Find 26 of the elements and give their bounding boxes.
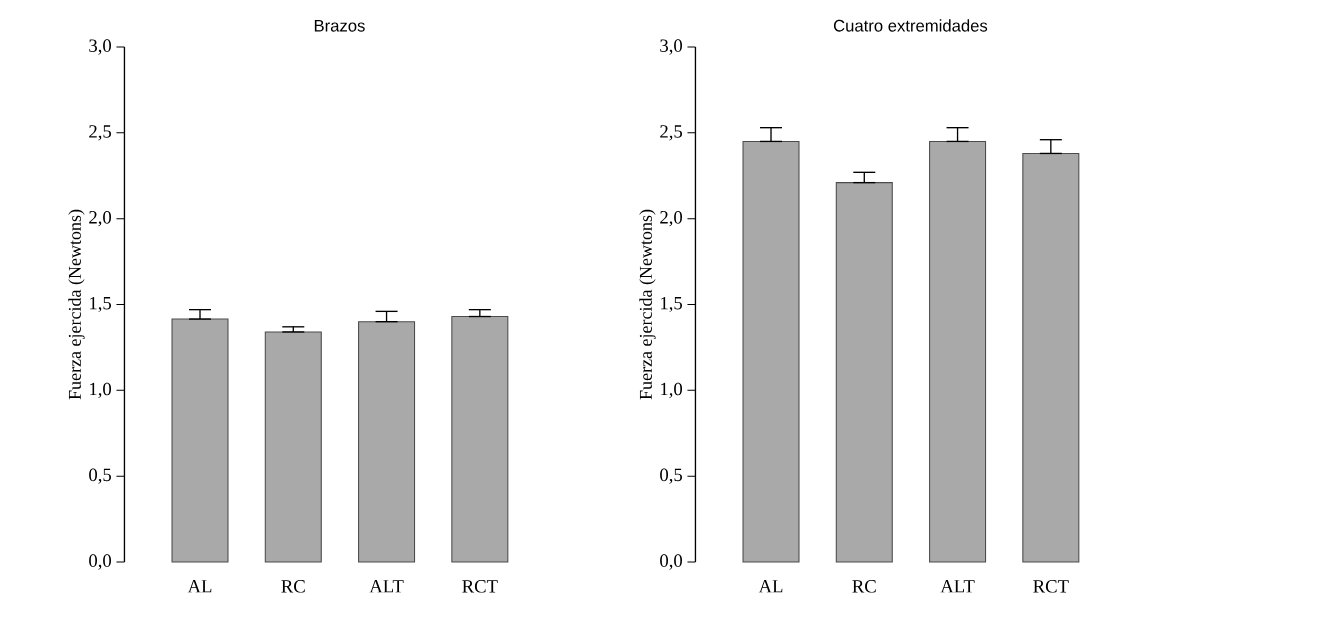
y-axis-title: Fuerza ejercida (Newtons) <box>68 209 85 400</box>
y-tick-label: 3,0 <box>89 39 112 55</box>
x-tick-label: AL <box>187 580 212 593</box>
x-tick-label: ALT <box>369 580 404 593</box>
y-tick-label: 3,0 <box>660 39 683 55</box>
chart-title: Cuatro extremidades <box>833 19 988 32</box>
y-tick-label: 2,0 <box>660 211 683 227</box>
x-tick-label: AL <box>758 580 783 593</box>
y-axis-title: Fuerza ejercida (Newtons) <box>639 209 656 400</box>
y-tick-label: 0,0 <box>89 554 112 570</box>
y-tick-label: 1,0 <box>661 382 683 398</box>
y-tick-label: 0,5 <box>660 468 683 484</box>
y-tick-label: 2,5 <box>89 125 112 141</box>
x-tick-label: RCT <box>462 580 498 593</box>
y-tick-label: 1,5 <box>90 296 112 313</box>
y-tick-label: 1,5 <box>661 296 683 313</box>
y-tick-label: 2,0 <box>89 211 112 227</box>
y-tick-label: 2,5 <box>660 125 683 141</box>
chart-title: Brazos <box>314 20 365 32</box>
x-tick-label: RC <box>281 580 305 593</box>
x-tick-label: RCT <box>1033 580 1069 593</box>
y-tick-label: 1,0 <box>90 382 112 398</box>
x-tick-label: ALT <box>940 580 975 593</box>
y-tick-label: 0,5 <box>89 468 112 484</box>
x-tick-label: RC <box>852 580 876 593</box>
y-tick-label: 0,0 <box>660 554 683 570</box>
